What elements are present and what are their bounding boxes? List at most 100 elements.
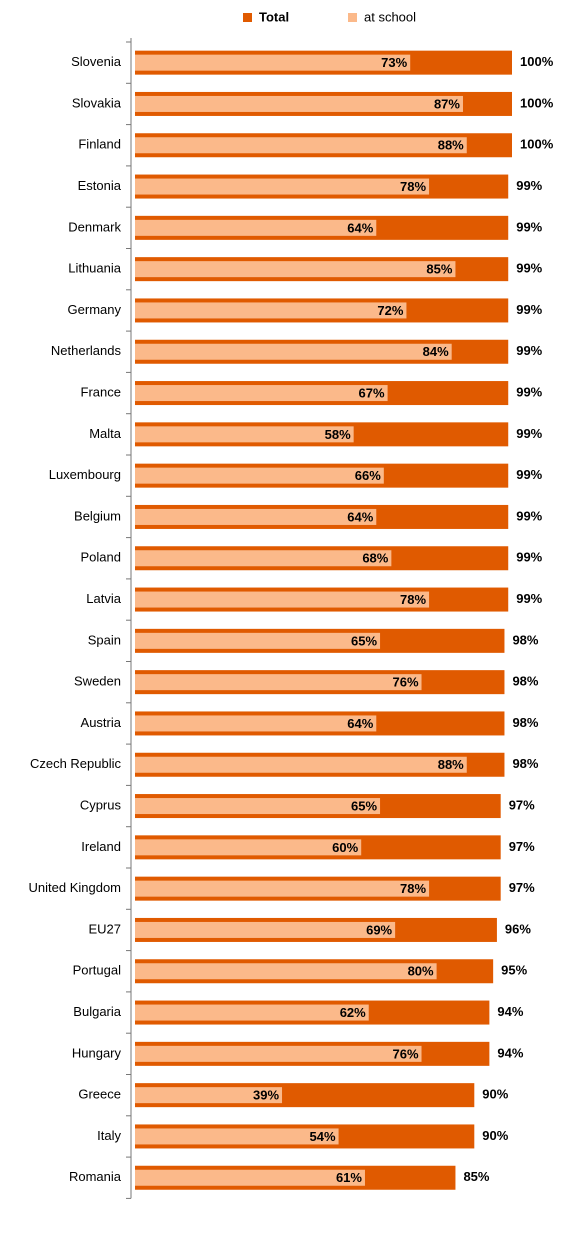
y-tick-label: Netherlands	[51, 343, 122, 358]
bar-at-school	[135, 54, 411, 71]
y-tick-label: Hungary	[72, 1045, 122, 1060]
bar-at-school	[135, 178, 430, 195]
value-label: 99%	[516, 178, 542, 193]
value-label: 94%	[497, 1045, 523, 1060]
y-tick-label: Cyprus	[80, 797, 122, 812]
value-label: 62%	[340, 1005, 366, 1020]
value-label: 99%	[516, 591, 542, 606]
y-tick-label: Denmark	[68, 219, 121, 234]
value-label: 64%	[347, 220, 373, 235]
value-label: 78%	[400, 592, 426, 607]
value-label: 95%	[501, 963, 527, 978]
value-label: 85%	[426, 262, 452, 277]
bar-at-school	[135, 261, 456, 278]
y-tick-label: Finland	[78, 137, 121, 152]
value-label: 54%	[310, 1129, 336, 1144]
bar-at-school	[135, 550, 392, 567]
value-label: 98%	[512, 756, 538, 771]
bar-at-school	[135, 508, 377, 525]
legend-swatch	[348, 13, 357, 22]
legend-label: Total	[259, 9, 289, 24]
value-label: 97%	[509, 797, 535, 812]
bar-at-school	[135, 137, 467, 154]
y-tick-label: Estonia	[78, 178, 122, 193]
bar-at-school	[135, 756, 467, 773]
value-label: 97%	[509, 880, 535, 895]
value-label: 73%	[381, 55, 407, 70]
value-label: 88%	[438, 757, 464, 772]
value-label: 87%	[434, 96, 460, 111]
bar-at-school	[135, 1087, 283, 1104]
y-tick-label: Luxembourg	[49, 467, 121, 482]
value-label: 99%	[516, 261, 542, 276]
y-tick-label: Latvia	[86, 591, 121, 606]
value-label: 99%	[516, 426, 542, 441]
bar-at-school	[135, 798, 381, 815]
y-tick-label: Italy	[97, 1128, 121, 1143]
y-tick-label: EU27	[88, 921, 121, 936]
y-tick-label: France	[81, 384, 121, 399]
bar-at-school	[135, 1169, 365, 1186]
value-label: 84%	[423, 344, 449, 359]
legend-swatch	[243, 13, 252, 22]
value-label: 99%	[516, 302, 542, 317]
value-label: 76%	[392, 675, 418, 690]
value-label: 65%	[351, 633, 377, 648]
y-tick-label: Sweden	[74, 674, 121, 689]
value-label: 99%	[516, 508, 542, 523]
y-tick-label: Slovenia	[71, 54, 122, 69]
value-label: 60%	[332, 840, 358, 855]
value-label: 100%	[520, 54, 554, 69]
value-label: 99%	[516, 467, 542, 482]
bar-at-school	[135, 302, 407, 319]
y-tick-label: Czech Republic	[30, 756, 122, 771]
value-label: 99%	[516, 219, 542, 234]
y-tick-label: Belgium	[74, 508, 121, 523]
value-label: 68%	[362, 551, 388, 566]
y-tick-label: Bulgaria	[73, 1004, 121, 1019]
bar-at-school	[135, 674, 422, 691]
y-tick-label: Spain	[88, 632, 121, 647]
value-label: 64%	[347, 509, 373, 524]
y-tick-label: Austria	[81, 715, 122, 730]
value-label: 98%	[512, 674, 538, 689]
value-label: 64%	[347, 716, 373, 731]
value-label: 67%	[359, 385, 385, 400]
value-label: 94%	[497, 1004, 523, 1019]
value-label: 78%	[400, 179, 426, 194]
value-label: 96%	[505, 921, 531, 936]
value-label: 100%	[520, 95, 554, 110]
bar-at-school	[135, 426, 354, 443]
value-label: 76%	[392, 1046, 418, 1061]
value-label: 66%	[355, 468, 381, 483]
value-label: 98%	[512, 632, 538, 647]
value-label: 97%	[509, 839, 535, 854]
bar-at-school	[135, 921, 396, 938]
value-label: 100%	[520, 137, 554, 152]
y-tick-label: Germany	[68, 302, 122, 317]
bar-at-school	[135, 467, 384, 484]
y-tick-label: United Kingdom	[29, 880, 122, 895]
value-label: 65%	[351, 798, 377, 813]
bar-at-school	[135, 95, 463, 112]
value-label: 78%	[400, 881, 426, 896]
bar-at-school	[135, 219, 377, 236]
value-label: 99%	[516, 550, 542, 565]
y-tick-label: Portugal	[73, 963, 122, 978]
y-tick-label: Malta	[89, 426, 122, 441]
bar-at-school	[135, 880, 430, 897]
value-label: 80%	[408, 964, 434, 979]
value-label: 88%	[438, 138, 464, 153]
value-label: 72%	[377, 303, 403, 318]
y-tick-label: Lithuania	[68, 261, 122, 276]
bar-at-school	[135, 591, 430, 608]
legend-label: at school	[364, 9, 416, 24]
value-label: 98%	[512, 715, 538, 730]
bar-at-school	[135, 632, 381, 649]
value-label: 85%	[463, 1169, 489, 1184]
bar-at-school	[135, 715, 377, 732]
y-tick-label: Greece	[78, 1087, 121, 1102]
bar-at-school	[135, 1128, 339, 1145]
value-label: 61%	[336, 1170, 362, 1185]
